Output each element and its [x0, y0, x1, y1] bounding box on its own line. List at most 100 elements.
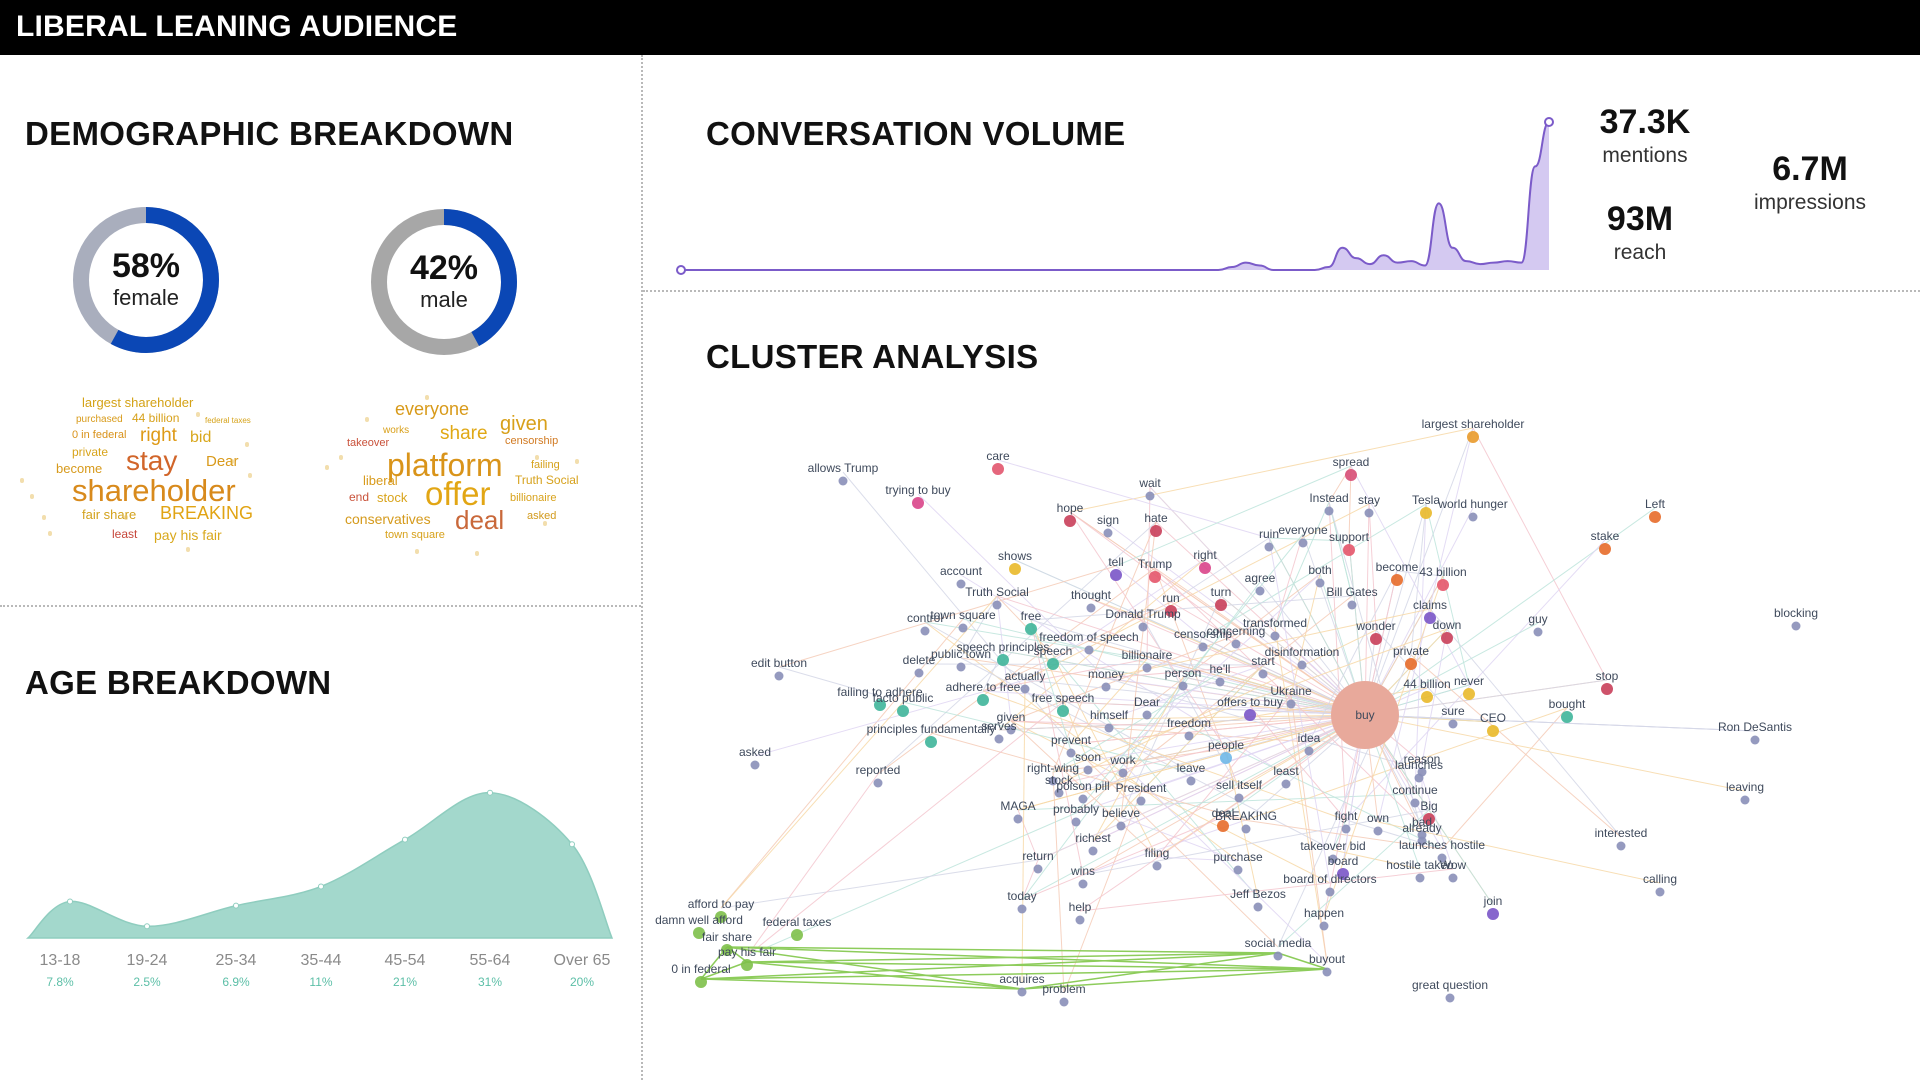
cluster-edge-green	[700, 952, 1279, 980]
cluster-edge	[720, 859, 1039, 909]
cluster-node-label: control	[907, 611, 943, 625]
cluster-node	[1258, 669, 1268, 679]
cluster-node	[1033, 864, 1043, 874]
cluster-edge	[842, 471, 1072, 745]
cluster-node	[1047, 658, 1059, 670]
cluster-edge	[1425, 503, 1470, 686]
age-category-label: Over 65	[553, 952, 611, 969]
cluster-node	[1437, 853, 1447, 863]
age-point	[402, 836, 408, 843]
cloud-word: BREAKING	[160, 503, 254, 523]
cluster-node-label: President	[1116, 781, 1167, 795]
cluster-edge	[1107, 523, 1366, 716]
cluster-edge	[754, 679, 1026, 757]
cluster-edge	[1058, 714, 1366, 785]
cluster-node	[1286, 699, 1296, 709]
cloud-word-small	[325, 465, 329, 470]
cluster-node	[1391, 574, 1403, 586]
cloud-word: platform	[387, 447, 503, 483]
male-donut-chart	[371, 209, 517, 355]
cluster-edge	[1021, 679, 1026, 984]
cluster-edge	[1149, 486, 1366, 716]
cluster-node-label: actually	[1005, 669, 1046, 683]
cluster-node	[1198, 642, 1208, 652]
cluster-node	[1078, 879, 1088, 889]
cluster-node	[1655, 887, 1665, 897]
cluster-node	[1110, 569, 1122, 581]
cluster-edge	[1154, 567, 1423, 827]
cloud-word: everyone	[395, 399, 470, 419]
cluster-edge	[1087, 760, 1279, 948]
cluster-node-label: down	[1433, 618, 1462, 632]
cluster-node-label: adhere to free	[946, 680, 1021, 694]
cluster-node-label: fight	[1335, 809, 1358, 823]
cluster-node	[1064, 515, 1076, 527]
female-donut-value	[73, 207, 219, 353]
female-label: female	[112, 285, 180, 310]
cluster-node-label: Bill Gates	[1326, 585, 1377, 599]
cluster-edge	[1323, 714, 1366, 918]
cluster-node	[1468, 512, 1478, 522]
cluster-edge	[1021, 714, 1366, 901]
cluster-node-label: both	[1308, 563, 1331, 577]
cluster-node-label: never	[1454, 674, 1484, 688]
cluster-node	[925, 736, 937, 748]
cluster-node	[994, 734, 1004, 744]
cluster-node-label: already	[1402, 821, 1441, 835]
cluster-edge	[982, 690, 1347, 821]
cluster-edge	[1170, 537, 1270, 603]
cluster-node-label: start	[1251, 654, 1275, 668]
cluster-edge	[1092, 714, 1366, 843]
cluster-node	[1150, 525, 1162, 537]
female-word-cloud: largest shareholder purchased 44 billion fe…	[20, 395, 300, 565]
cluster-node	[1178, 681, 1188, 691]
age-category-label: 19-24	[126, 952, 168, 969]
cluster-node	[1048, 776, 1058, 786]
cluster-network: buy largest shareholder allows Trump care sp…	[655, 417, 1818, 1007]
cluster-edge-green	[746, 961, 1328, 970]
cluster-node	[1414, 773, 1424, 783]
cluster-node	[1324, 506, 1334, 516]
cluster-edge	[924, 621, 1239, 862]
cluster-node-label: become	[1376, 560, 1419, 574]
cloud-word: federal taxes	[205, 416, 251, 425]
cluster-edge-green	[1277, 952, 1328, 970]
cluster-node-label: today	[1007, 889, 1036, 903]
cluster-edge	[918, 663, 1264, 666]
cluster-edge	[1058, 629, 1377, 785]
female-donut-chart	[73, 207, 219, 353]
cluster-node-label: damn well afford	[655, 913, 743, 927]
cluster-edge	[1202, 503, 1427, 639]
cluster-node	[1006, 725, 1016, 735]
cloud-word: bid	[190, 429, 212, 446]
cluster-node	[1273, 951, 1283, 961]
cluster-node	[1149, 571, 1161, 583]
cluster-edge	[1052, 521, 1157, 773]
cluster-node-label: stake	[1591, 529, 1620, 543]
cluster-node	[1138, 622, 1148, 632]
cluster-node-label: Tesla	[1412, 493, 1440, 507]
cluster-node	[1448, 873, 1458, 883]
cluster-node	[1020, 684, 1030, 694]
cluster-edge	[1441, 707, 1568, 850]
cloud-word: 0 in federal	[72, 429, 127, 441]
cluster-node-label: interested	[1595, 826, 1648, 840]
cluster-node-label: agree	[1245, 571, 1276, 585]
cluster-edge	[1308, 570, 1398, 743]
cluster-edge	[1010, 720, 1190, 728]
cluster-edge	[1364, 714, 1756, 732]
cluster-node-label: Instead	[1309, 491, 1348, 505]
cluster-node-label: afford to pay	[688, 897, 755, 911]
male-word-cloud: everyone given share censorship takeover work…	[325, 395, 615, 565]
cluster-node	[1601, 683, 1613, 695]
cluster-node	[1415, 873, 1425, 883]
cluster-node-label: free	[1021, 609, 1042, 623]
cluster-edge	[1345, 819, 1443, 850]
cluster-node-label: wait	[1138, 476, 1161, 490]
cluster-node	[1253, 902, 1263, 912]
cluster-edge-green	[1021, 952, 1279, 990]
cluster-node	[774, 671, 784, 681]
impressions-stat: 6.7M impressions	[1740, 150, 1880, 215]
cluster-node-label: spread	[1333, 455, 1370, 469]
cluster-node	[1421, 691, 1433, 703]
